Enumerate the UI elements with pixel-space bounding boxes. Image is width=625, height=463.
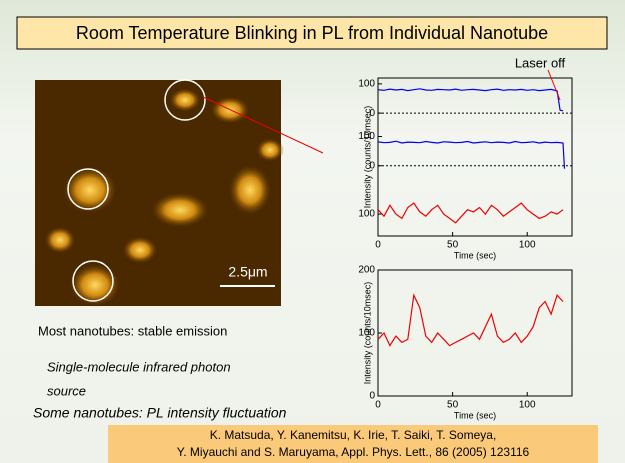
x-tick-label: 50 xyxy=(447,240,459,251)
y-tick-label: 100 xyxy=(358,328,375,339)
title: Room Temperature Blinking in PL from Ind… xyxy=(76,23,548,43)
annotation: Laser off xyxy=(515,55,566,70)
data-line xyxy=(377,293,564,347)
note: source xyxy=(47,383,86,398)
y-tick-label: 0 xyxy=(369,108,375,119)
x-axis-label: Time (sec) xyxy=(454,410,496,420)
y-tick-label: 0 xyxy=(369,160,375,171)
reference-box xyxy=(108,425,598,463)
y-tick-label: 100 xyxy=(358,78,375,89)
x-tick-label: 0 xyxy=(375,240,381,251)
y-tick-label: 0 xyxy=(369,391,375,402)
y-axis-label: Intensity (counts/10msec) xyxy=(362,106,372,209)
note: Some nanotubes: PL intensity fluctuation xyxy=(33,405,287,421)
reference: Y. Miyauchi and S. Maruyama, Appl. Phys.… xyxy=(177,445,530,459)
note: Most nanotubes: stable emission xyxy=(38,323,227,338)
pointer xyxy=(202,96,324,154)
plot-frame xyxy=(377,77,573,237)
scale-bar: 2.5μm xyxy=(228,264,267,280)
data-line xyxy=(377,140,566,169)
x-tick-label: 100 xyxy=(519,400,536,411)
annotation-arrow xyxy=(547,69,561,101)
y-tick-label: 200 xyxy=(358,265,375,276)
x-tick-label: 0 xyxy=(375,400,381,411)
micrograph: 2.5μm xyxy=(35,79,284,307)
reference: K. Matsuda, Y. Kanemitsu, K. Irie, T. Sa… xyxy=(210,428,497,442)
y-axis-label: Intensity (counts/10msec) xyxy=(362,282,372,385)
title-box xyxy=(16,16,608,50)
y-tick-label: 100 xyxy=(358,131,375,142)
x-tick-label: 100 xyxy=(519,240,536,251)
note: Single-molecule infrared photon xyxy=(47,359,231,374)
data-line xyxy=(377,88,564,112)
x-tick-label: 50 xyxy=(447,400,459,411)
data-line xyxy=(377,202,564,224)
x-axis-label: Time (sec) xyxy=(454,250,496,260)
y-tick-label: 100 xyxy=(358,209,375,220)
